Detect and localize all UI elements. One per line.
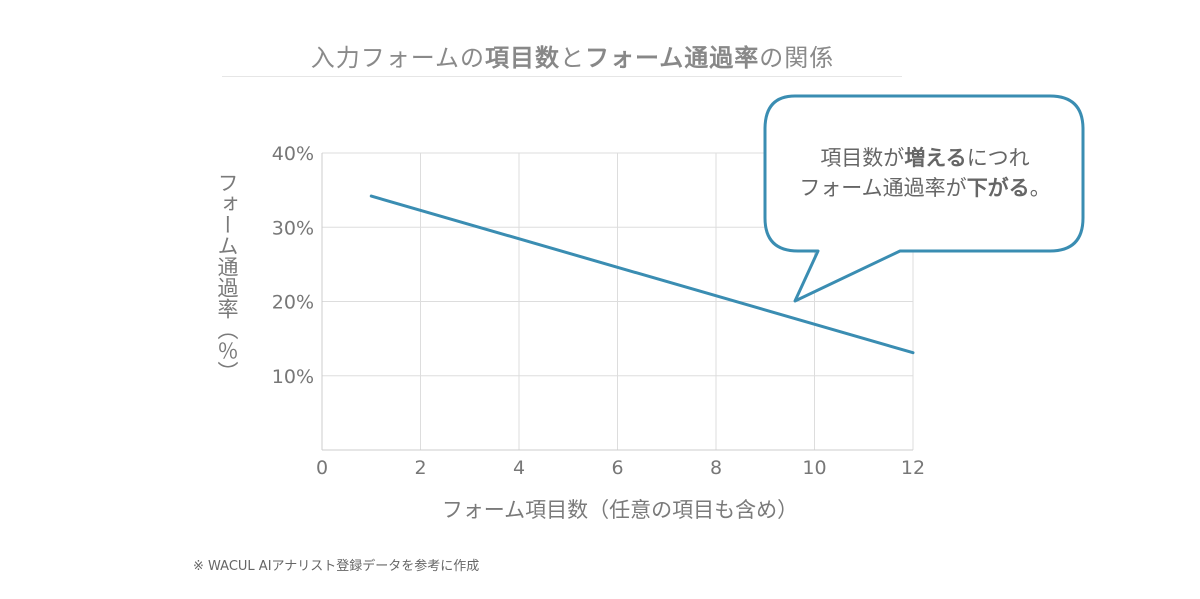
series-line-0	[369, 194, 915, 355]
callout-line-2: フォーム通過率が下がる。	[799, 176, 1050, 200]
x-tick-label-10: 10	[802, 457, 826, 479]
callout-line-1: 項目数が増えるにつれ	[820, 146, 1029, 170]
title-part-1: 入力フォームの	[310, 44, 485, 72]
title-part-3: と	[560, 44, 585, 72]
x-tick-label-8: 8	[710, 457, 722, 479]
chart-title: 入力フォームの項目数とフォーム通過率の関係	[0, 38, 1145, 73]
x-axis-label: フォーム項目数（任意の項目も含め）	[442, 498, 798, 522]
y-tick-label-20: 20%	[272, 292, 314, 314]
callout-text-2b: 下がる	[967, 176, 1030, 200]
x-tick-label-12: 12	[901, 457, 925, 479]
callout-text-1b: 増える	[904, 146, 966, 170]
y-tick-labels: 10% 20% 30% 40%	[272, 143, 314, 388]
callout-text-1c: につれ	[967, 146, 1030, 170]
y-tick-label-10: 10%	[272, 366, 314, 388]
x-tick-label-4: 4	[513, 457, 525, 479]
callout-bubble: 項目数が増えるにつれ フォーム通過率が下がる。	[763, 94, 1085, 303]
title-part-2: 項目数	[485, 44, 560, 72]
y-tick-label-40: 40%	[272, 143, 314, 165]
y-axis-label: フォーム通過率（％）	[215, 172, 239, 382]
x-tick-label-0: 0	[316, 457, 328, 479]
footnote: ※ WACUL AIアナリスト登録データを参考に作成	[193, 559, 480, 574]
callout-text-2a: フォーム通過率が	[799, 176, 966, 200]
x-tick-labels: 0 2 4 6 8 10 12	[316, 457, 925, 479]
callout-text-1a: 項目数が	[820, 146, 904, 170]
axes	[321, 153, 913, 451]
series	[369, 194, 915, 355]
title-part-5: の関係	[759, 44, 835, 72]
grid	[322, 152, 914, 450]
x-tick-label-2: 2	[414, 457, 426, 479]
title-part-4: フォーム通過率	[585, 44, 760, 72]
title-divider	[222, 76, 902, 77]
callout-text-2c: 。	[1030, 176, 1051, 200]
y-tick-label-30: 30%	[272, 217, 314, 239]
x-tick-label-6: 6	[611, 457, 623, 479]
callout-shape	[763, 94, 1085, 303]
